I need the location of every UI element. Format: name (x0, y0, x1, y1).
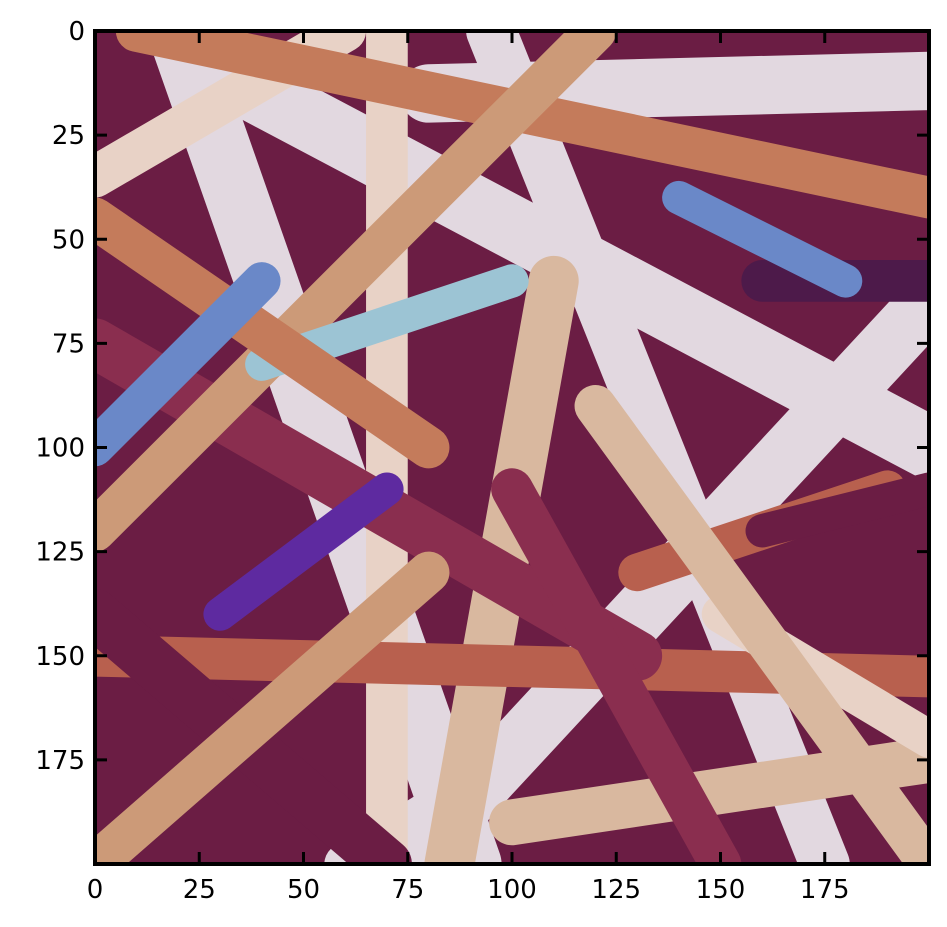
fiber-14 (95, 31, 617, 552)
y-tick-label: 25 (52, 121, 85, 151)
fiber-18 (95, 551, 450, 864)
y-tick-label: 0 (68, 17, 85, 47)
fiber-27 (745, 472, 929, 548)
y-tick-label: 50 (52, 225, 85, 255)
plot-area (95, 31, 929, 864)
fiber-25 (203, 472, 404, 631)
x-tick-label: 25 (183, 875, 216, 905)
y-tick-label: 75 (52, 329, 85, 359)
fiber-5 (466, 31, 850, 864)
y-tick-label: 150 (35, 642, 85, 672)
x-tick-label: 100 (487, 875, 537, 905)
y-tick-label: 100 (35, 434, 85, 464)
x-tick-label: 150 (696, 875, 746, 905)
y-tick-label: 175 (35, 746, 85, 776)
fiber-22 (574, 385, 929, 864)
y-tick-label: 125 (35, 538, 85, 568)
x-axis-ticks: 0 25 50 75 100 125 150 175 (87, 31, 850, 905)
fiber-20 (95, 197, 450, 469)
x-tick-label: 75 (391, 875, 424, 905)
x-tick-label: 175 (800, 875, 850, 905)
x-tick-label: 50 (287, 875, 320, 905)
fiber-26 (491, 468, 742, 864)
y-axis-ticks: 0 25 50 75 100 125 150 175 (35, 17, 929, 776)
x-tick-label: 0 (87, 875, 104, 905)
fiber-24 (662, 180, 863, 298)
x-tick-label: 125 (591, 875, 641, 905)
fibers-layer (95, 31, 929, 864)
fiber-23 (95, 262, 281, 467)
